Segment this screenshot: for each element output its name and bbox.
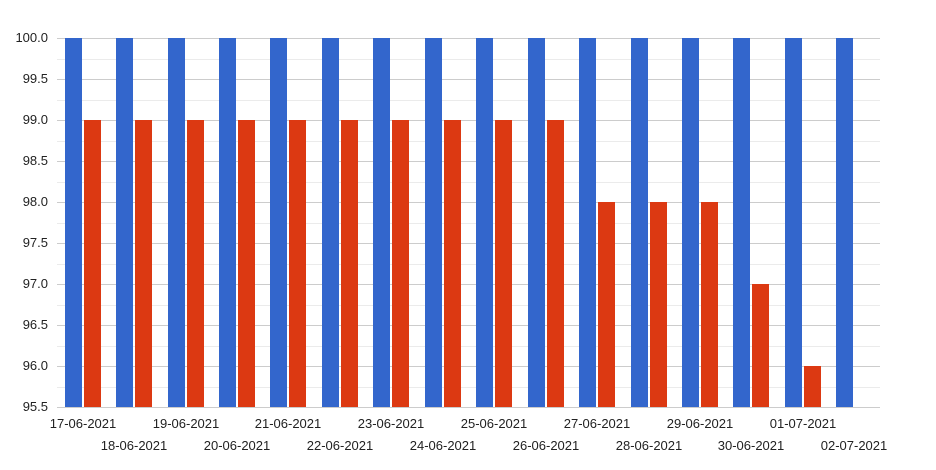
gridline-major xyxy=(57,407,880,408)
gridline-minor xyxy=(57,100,880,101)
red-bar[interactable] xyxy=(135,120,152,407)
gridline-major xyxy=(57,120,880,121)
red-bar[interactable] xyxy=(238,120,255,407)
x-tick-label: 30-06-2021 xyxy=(717,438,785,453)
red-bar[interactable] xyxy=(341,120,358,407)
gridline-major xyxy=(57,79,880,80)
red-bar[interactable] xyxy=(804,366,821,407)
red-bar[interactable] xyxy=(650,202,667,407)
red-bar[interactable] xyxy=(752,284,769,407)
blue-bar[interactable] xyxy=(682,38,699,407)
blue-bar[interactable] xyxy=(270,38,287,407)
red-bar[interactable] xyxy=(444,120,461,407)
x-tick-label: 19-06-2021 xyxy=(152,416,220,431)
x-tick-label: 01-07-2021 xyxy=(769,416,837,431)
x-tick-label: 21-06-2021 xyxy=(254,416,322,431)
blue-bar[interactable] xyxy=(373,38,390,407)
red-bar[interactable] xyxy=(495,120,512,407)
blue-bar[interactable] xyxy=(836,38,853,407)
blue-bar[interactable] xyxy=(528,38,545,407)
y-tick-label: 96.5 xyxy=(22,317,48,332)
x-tick-label: 24-06-2021 xyxy=(409,438,477,453)
gridline-major xyxy=(57,325,880,326)
red-bar[interactable] xyxy=(392,120,409,407)
x-tick-label: 28-06-2021 xyxy=(615,438,683,453)
y-tick-label: 99.0 xyxy=(22,112,48,127)
gridline-major xyxy=(57,161,880,162)
red-bar[interactable] xyxy=(187,120,204,407)
y-tick-label: 100.0 xyxy=(15,30,48,45)
gridline-minor xyxy=(57,264,880,265)
gridline-minor xyxy=(57,182,880,183)
gridline-major xyxy=(57,38,880,39)
x-tick-label: 26-06-2021 xyxy=(512,438,580,453)
x-tick-label: 18-06-2021 xyxy=(100,438,168,453)
blue-bar[interactable] xyxy=(116,38,133,407)
gridline-major xyxy=(57,243,880,244)
gridline-major xyxy=(57,284,880,285)
gridline-minor xyxy=(57,59,880,60)
x-tick-label: 02-07-2021 xyxy=(820,438,888,453)
x-tick-label: 17-06-2021 xyxy=(49,416,117,431)
blue-bar[interactable] xyxy=(733,38,750,407)
y-tick-label: 99.5 xyxy=(22,71,48,86)
blue-bar[interactable] xyxy=(476,38,493,407)
blue-bar[interactable] xyxy=(219,38,236,407)
x-tick-label: 27-06-2021 xyxy=(563,416,631,431)
y-tick-label: 98.5 xyxy=(22,153,48,168)
x-tick-label: 25-06-2021 xyxy=(460,416,528,431)
gridline-minor xyxy=(57,305,880,306)
y-tick-label: 97.5 xyxy=(22,235,48,250)
gridline-minor xyxy=(57,141,880,142)
y-tick-label: 95.5 xyxy=(22,399,48,414)
red-bar[interactable] xyxy=(547,120,564,407)
blue-bar[interactable] xyxy=(579,38,596,407)
red-bar[interactable] xyxy=(598,202,615,407)
x-tick-label: 20-06-2021 xyxy=(203,438,271,453)
y-tick-label: 97.0 xyxy=(22,276,48,291)
gridline-minor xyxy=(57,223,880,224)
gridline-major xyxy=(57,202,880,203)
plot-area xyxy=(57,38,880,408)
blue-bar[interactable] xyxy=(322,38,339,407)
red-bar[interactable] xyxy=(84,120,101,407)
y-tick-label: 96.0 xyxy=(22,358,48,373)
gridline-minor xyxy=(57,346,880,347)
x-tick-label: 23-06-2021 xyxy=(357,416,425,431)
blue-bar[interactable] xyxy=(168,38,185,407)
gridline-major xyxy=(57,366,880,367)
y-tick-label: 98.0 xyxy=(22,194,48,209)
blue-bar[interactable] xyxy=(65,38,82,407)
red-bar[interactable] xyxy=(289,120,306,407)
red-bar[interactable] xyxy=(701,202,718,407)
gridline-minor xyxy=(57,387,880,388)
blue-bar[interactable] xyxy=(785,38,802,407)
x-tick-label: 22-06-2021 xyxy=(306,438,374,453)
x-tick-label: 29-06-2021 xyxy=(666,416,734,431)
blue-bar[interactable] xyxy=(425,38,442,407)
blue-bar[interactable] xyxy=(631,38,648,407)
